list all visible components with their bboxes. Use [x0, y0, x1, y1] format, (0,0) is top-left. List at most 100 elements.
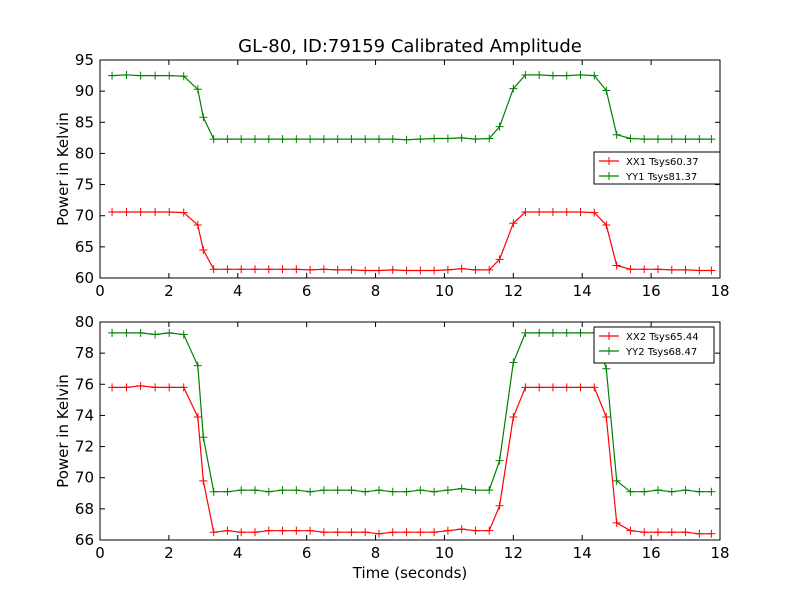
data-point — [306, 487, 315, 496]
x-tick-label: 4 — [233, 282, 243, 300]
data-point — [548, 383, 557, 392]
x-tick-label: 8 — [371, 544, 381, 562]
data-point — [333, 528, 342, 537]
legend-label: YY2 Tsys68.47 — [625, 347, 697, 358]
data-point — [640, 135, 649, 144]
data-point — [485, 265, 494, 274]
x-tick-label: 16 — [642, 544, 661, 562]
legend-box — [593, 326, 715, 364]
data-point — [457, 264, 466, 273]
data-point — [333, 265, 342, 274]
data-point — [695, 135, 704, 144]
data-point — [237, 265, 246, 274]
data-point — [361, 487, 370, 496]
data-point — [193, 221, 202, 230]
data-point — [375, 529, 383, 538]
data-point — [521, 207, 530, 216]
x-tick-label: 12 — [504, 544, 523, 562]
series-line-yy1 — [112, 74, 712, 141]
data-point — [590, 71, 599, 80]
data-point — [237, 135, 246, 144]
data-point — [612, 476, 621, 485]
legend: XX1 Tsys60.37 YY1 Tsys81.37 — [593, 151, 721, 185]
data-point — [375, 135, 383, 144]
data-point — [306, 265, 315, 274]
data-point — [151, 330, 160, 339]
x-tick-label: 12 — [504, 282, 523, 300]
data-point — [626, 487, 635, 496]
data-point — [707, 529, 716, 538]
x-tick-label: 4 — [233, 544, 243, 562]
data-point — [199, 433, 208, 442]
data-point — [122, 70, 131, 79]
data-point — [278, 526, 287, 535]
data-point — [306, 526, 315, 535]
data-point — [654, 135, 662, 144]
data-point — [193, 412, 202, 421]
y-tick-label: 60 — [75, 269, 94, 287]
data-point — [590, 208, 599, 217]
x-tick-label: 18 — [710, 282, 729, 300]
y-tick-label: 95 — [75, 51, 94, 69]
data-point — [151, 71, 160, 80]
plot-frame — [99, 321, 721, 541]
x-tick-label: 2 — [164, 282, 174, 300]
data-point — [251, 528, 259, 537]
y-tick-label: 70 — [75, 207, 94, 225]
data-point — [416, 135, 425, 144]
x-axis-label: Time (seconds) — [352, 564, 468, 582]
data-point — [626, 526, 635, 535]
data-point — [667, 135, 676, 144]
data-point — [654, 265, 662, 274]
data-point — [485, 134, 494, 143]
data-point — [640, 265, 649, 274]
data-point — [602, 221, 611, 230]
legend-label: XX2 Tsys65.44 — [626, 332, 699, 343]
data-point — [108, 71, 117, 80]
data-point — [179, 330, 188, 339]
data-point — [209, 487, 218, 496]
data-point — [695, 529, 704, 538]
data-point — [388, 528, 397, 537]
legend-marker — [605, 157, 613, 165]
data-point — [471, 486, 480, 495]
data-point — [278, 135, 287, 144]
data-point — [654, 486, 662, 495]
data-point — [443, 486, 452, 495]
data-point — [402, 487, 411, 496]
data-point — [457, 484, 466, 493]
series-line-xx1 — [112, 211, 712, 272]
data-point — [347, 265, 356, 274]
data-point — [521, 328, 530, 337]
x-tick-label: 16 — [642, 282, 661, 300]
y-tick-label: 80 — [75, 144, 94, 162]
top-panel: 0 2 4 6 8 10 12 14 16 18 60 65 70 75 80 85 90 95 Power in … — [54, 51, 730, 300]
x-tick-label: 14 — [573, 282, 592, 300]
data-point — [292, 135, 301, 144]
data-point — [223, 526, 232, 535]
y-tick-label: 76 — [75, 375, 94, 393]
data-point — [562, 383, 571, 392]
data-point — [402, 266, 411, 275]
data-point — [179, 383, 188, 392]
data-point — [430, 266, 439, 275]
y-tick-label: 78 — [75, 344, 94, 362]
x-tick-label: 8 — [371, 282, 381, 300]
x-tick-label: 0 — [95, 282, 105, 300]
data-point — [695, 487, 704, 496]
data-point — [667, 528, 676, 537]
data-point — [199, 113, 208, 122]
data-point — [535, 70, 544, 79]
data-point — [495, 122, 504, 131]
data-point — [430, 528, 439, 537]
data-point — [306, 135, 315, 144]
x-tick-label: 2 — [164, 544, 174, 562]
x-tick-label: 0 — [95, 544, 105, 562]
data-point — [562, 207, 571, 216]
data-point — [278, 265, 287, 274]
legend-marker — [605, 172, 613, 180]
data-point — [602, 86, 611, 95]
data-point — [292, 526, 301, 535]
data-point — [165, 71, 174, 80]
y-tick-label: 80 — [75, 313, 94, 331]
